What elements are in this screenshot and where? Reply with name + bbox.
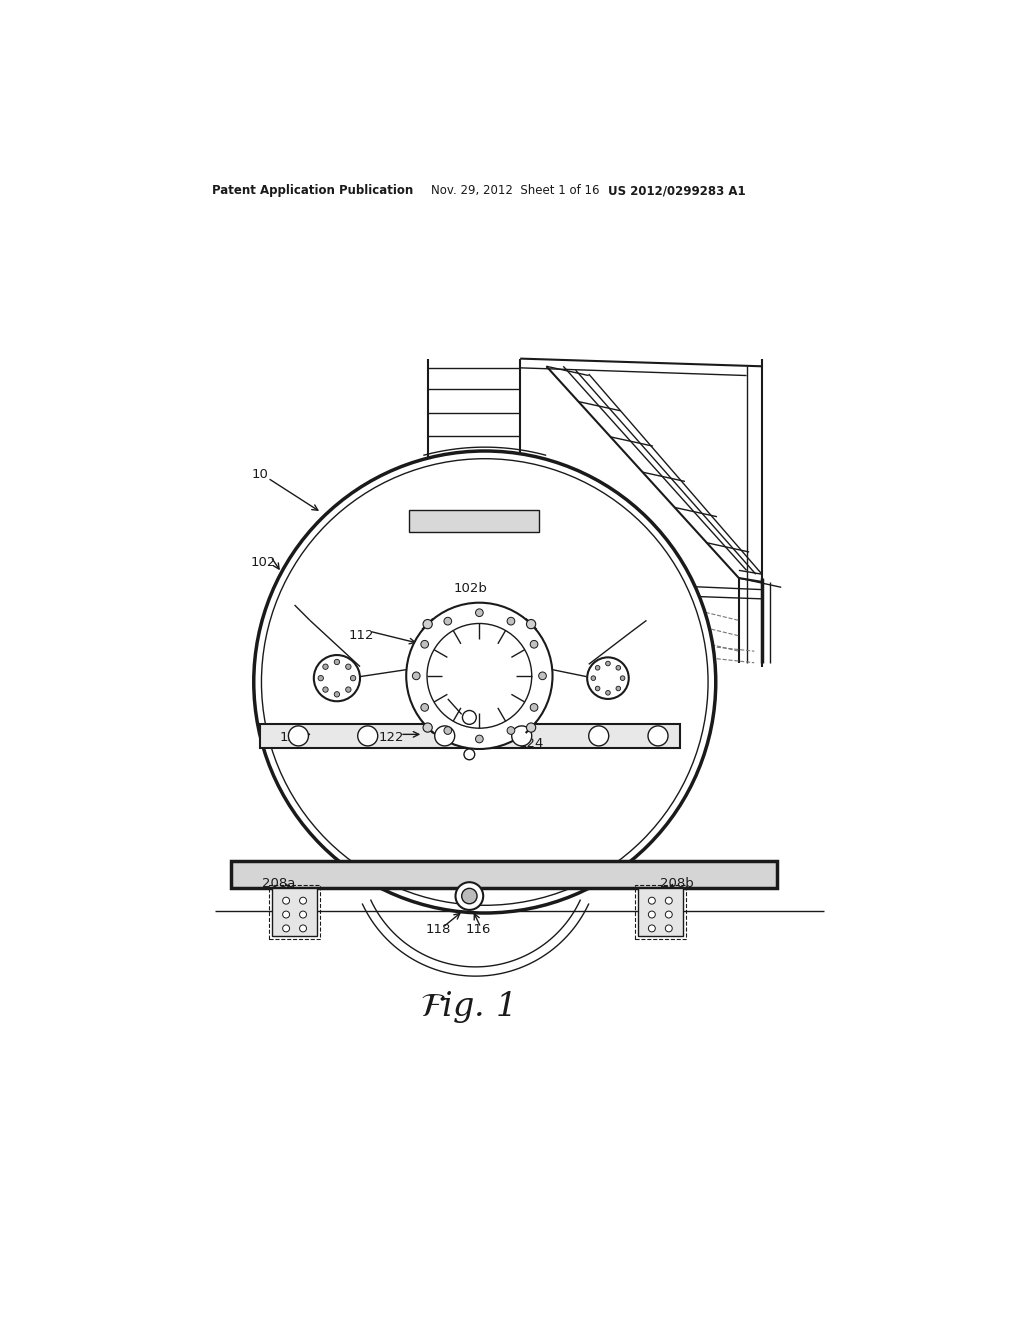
Circle shape bbox=[313, 655, 360, 701]
Bar bbox=[410, 511, 539, 532]
Circle shape bbox=[318, 676, 324, 681]
Circle shape bbox=[648, 925, 655, 932]
Circle shape bbox=[283, 911, 290, 917]
Circle shape bbox=[300, 911, 306, 917]
Text: 124: 124 bbox=[518, 737, 544, 750]
Circle shape bbox=[346, 664, 351, 669]
Circle shape bbox=[595, 686, 600, 690]
Circle shape bbox=[357, 726, 378, 746]
Text: US 2012/0299283 A1: US 2012/0299283 A1 bbox=[608, 185, 745, 197]
Circle shape bbox=[283, 898, 290, 904]
Circle shape bbox=[464, 748, 475, 760]
Circle shape bbox=[334, 692, 340, 697]
Text: 10: 10 bbox=[252, 467, 268, 480]
Bar bbox=[345, 748, 379, 843]
Circle shape bbox=[300, 925, 306, 932]
Circle shape bbox=[444, 727, 452, 734]
Text: 114: 114 bbox=[467, 677, 493, 690]
Circle shape bbox=[323, 664, 328, 669]
Bar bbox=[260, 723, 680, 748]
Text: 118: 118 bbox=[426, 924, 452, 936]
Circle shape bbox=[475, 735, 483, 743]
Circle shape bbox=[616, 686, 621, 690]
Circle shape bbox=[463, 710, 476, 725]
Bar bbox=[560, 748, 594, 843]
Circle shape bbox=[530, 704, 538, 711]
Text: 208b: 208b bbox=[660, 878, 694, 890]
Circle shape bbox=[587, 657, 629, 700]
Circle shape bbox=[605, 661, 610, 665]
Circle shape bbox=[427, 623, 531, 729]
Circle shape bbox=[456, 882, 483, 909]
Text: Patent Application Publication: Patent Application Publication bbox=[212, 185, 414, 197]
Text: $\mathcal{F}$ig. 1: $\mathcal{F}$ig. 1 bbox=[420, 989, 511, 1024]
Circle shape bbox=[595, 665, 600, 671]
Circle shape bbox=[283, 925, 290, 932]
Circle shape bbox=[323, 686, 328, 692]
Circle shape bbox=[621, 676, 625, 681]
Circle shape bbox=[346, 686, 351, 692]
Text: 102b: 102b bbox=[454, 582, 487, 594]
Bar bbox=[635, 886, 686, 940]
Circle shape bbox=[526, 619, 536, 628]
Circle shape bbox=[300, 898, 306, 904]
Bar bbox=[230, 861, 777, 888]
Text: Nov. 29, 2012  Sheet 1 of 16: Nov. 29, 2012 Sheet 1 of 16 bbox=[431, 185, 599, 197]
Circle shape bbox=[605, 690, 610, 696]
Circle shape bbox=[666, 898, 672, 904]
Bar bbox=[453, 748, 486, 843]
Circle shape bbox=[591, 676, 596, 681]
Circle shape bbox=[648, 726, 668, 746]
Text: 102: 102 bbox=[250, 556, 275, 569]
Text: 116: 116 bbox=[466, 924, 492, 936]
Circle shape bbox=[666, 925, 672, 932]
Circle shape bbox=[475, 609, 483, 616]
Circle shape bbox=[648, 911, 655, 917]
Circle shape bbox=[526, 723, 536, 733]
Circle shape bbox=[254, 451, 716, 913]
Bar bbox=[638, 888, 683, 936]
Circle shape bbox=[530, 640, 538, 648]
Circle shape bbox=[350, 676, 355, 681]
Circle shape bbox=[444, 618, 452, 624]
Circle shape bbox=[289, 726, 308, 746]
Circle shape bbox=[666, 911, 672, 917]
Text: 122: 122 bbox=[378, 731, 403, 744]
Circle shape bbox=[539, 672, 547, 680]
Text: 112: 112 bbox=[349, 630, 375, 643]
Circle shape bbox=[435, 726, 455, 746]
Circle shape bbox=[407, 603, 553, 748]
Circle shape bbox=[512, 726, 531, 746]
Circle shape bbox=[421, 704, 428, 711]
Circle shape bbox=[334, 659, 340, 665]
Circle shape bbox=[423, 619, 432, 628]
Text: 120: 120 bbox=[280, 731, 305, 744]
Circle shape bbox=[616, 665, 621, 671]
Bar bbox=[272, 888, 316, 936]
Circle shape bbox=[423, 723, 432, 733]
Circle shape bbox=[507, 618, 515, 624]
Circle shape bbox=[413, 672, 420, 680]
Circle shape bbox=[507, 727, 515, 734]
Circle shape bbox=[589, 726, 608, 746]
Bar bbox=[269, 886, 319, 940]
Circle shape bbox=[421, 640, 428, 648]
Circle shape bbox=[462, 888, 477, 904]
Circle shape bbox=[648, 898, 655, 904]
Text: 208a: 208a bbox=[262, 878, 295, 890]
